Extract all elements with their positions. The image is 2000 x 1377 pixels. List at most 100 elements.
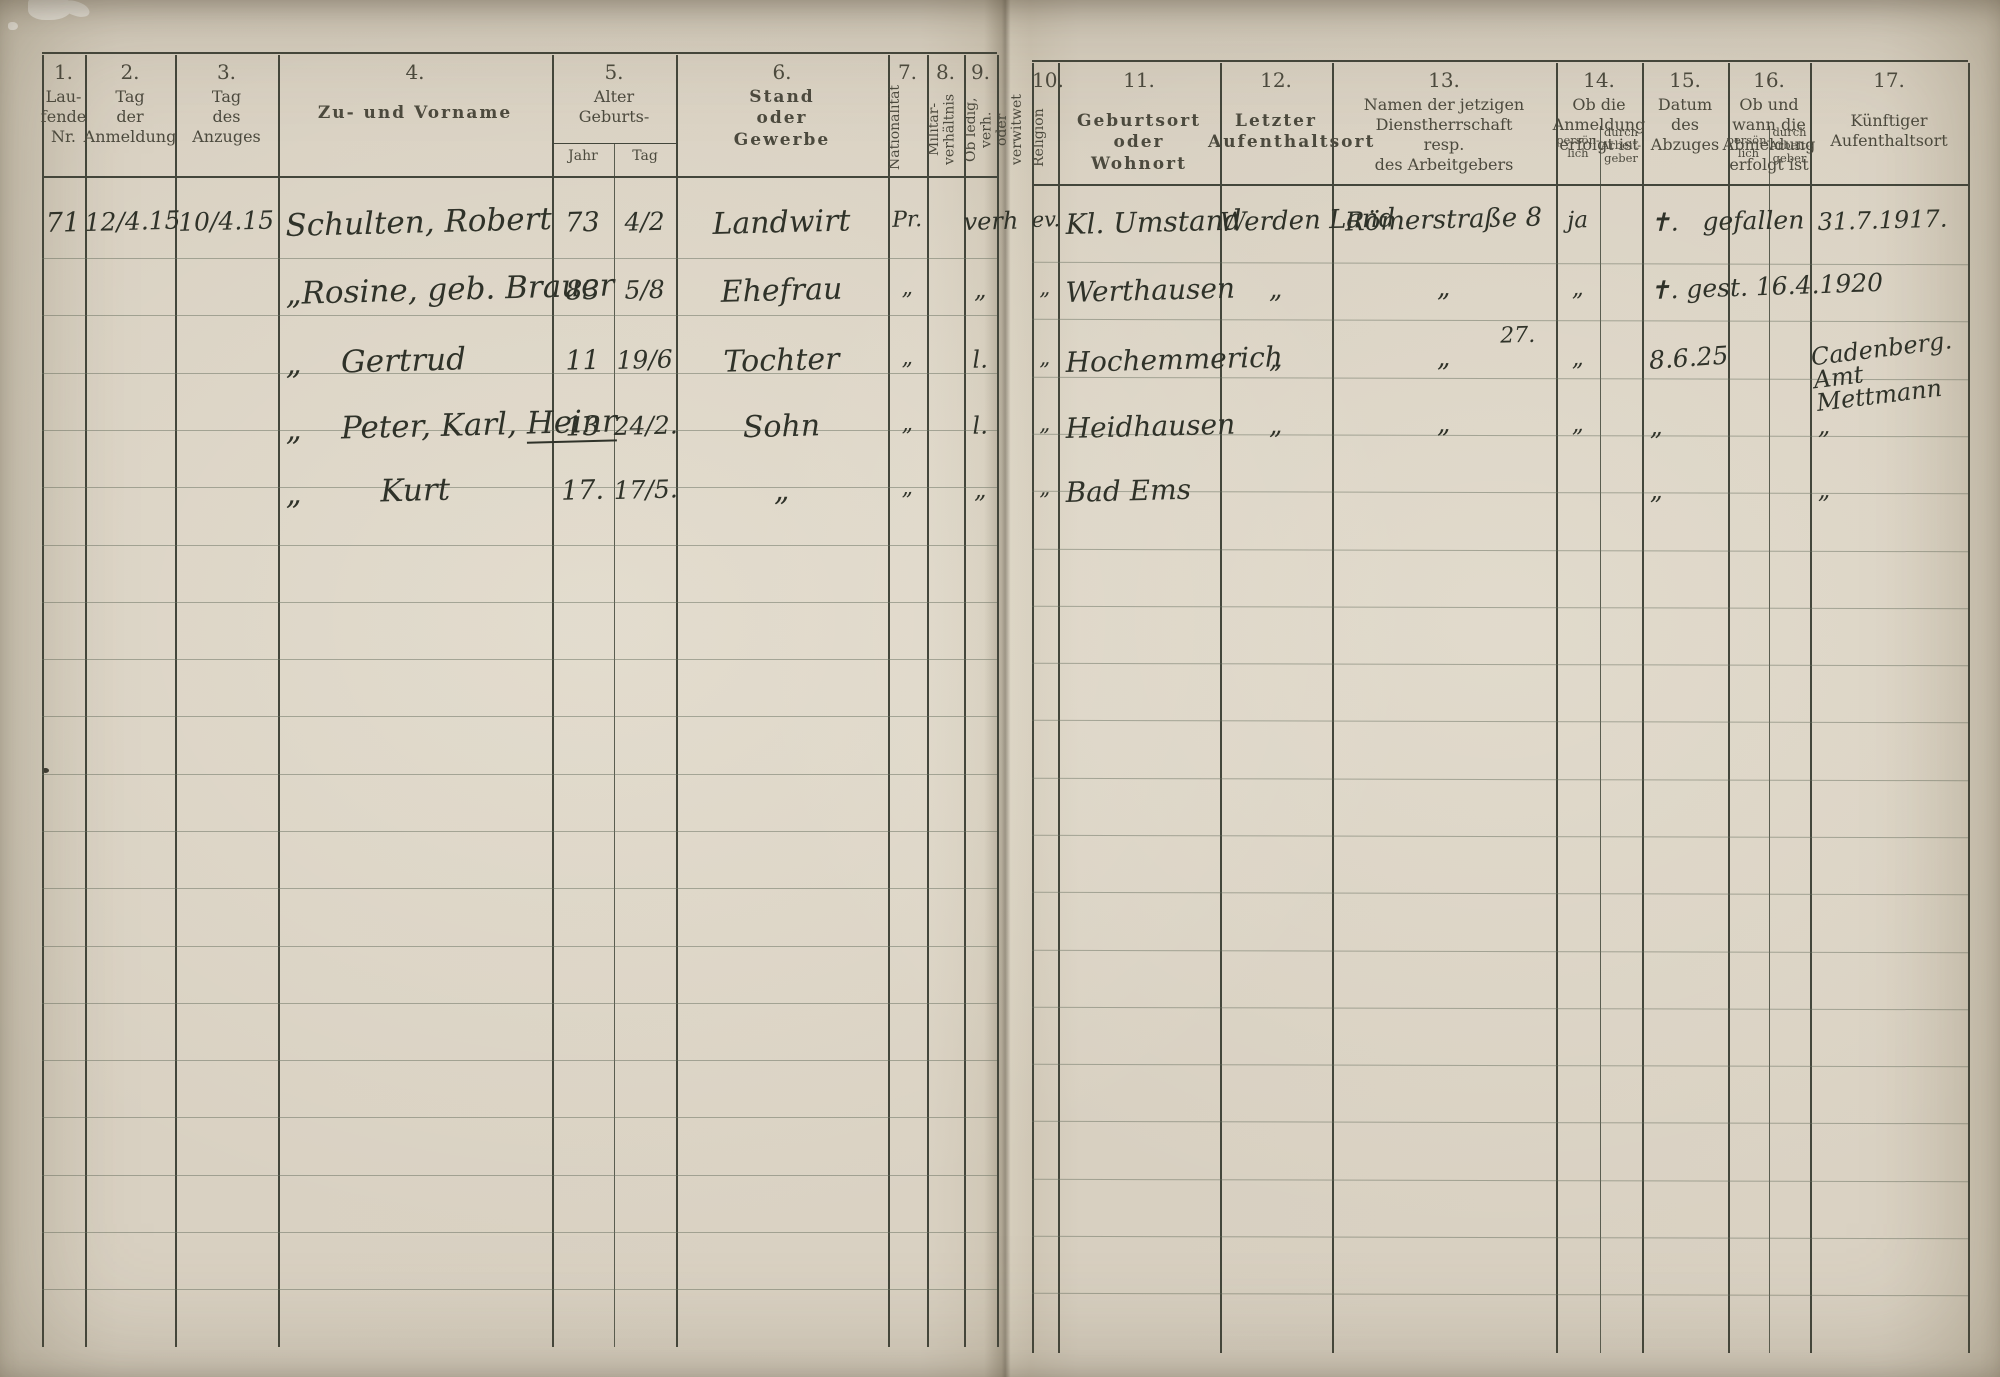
column-line — [927, 55, 929, 1347]
column-label: Stand oder Gewerbe — [733, 87, 831, 150]
entry-cell: 13 — [564, 410, 601, 443]
entry-cell: Werthausen — [1065, 271, 1236, 309]
row-rule — [42, 659, 997, 660]
row-rule — [42, 716, 997, 717]
row-rule — [42, 831, 997, 832]
column-label: Tag des Anzuges — [192, 87, 261, 146]
row-rule — [42, 1175, 997, 1176]
column-number: 9. — [970, 60, 991, 84]
entry-cell: „ Peter, Karl, Heinr — [285, 403, 618, 448]
column-line — [1810, 63, 1812, 1353]
column-line — [85, 55, 87, 1347]
column-line — [676, 55, 678, 1347]
column-number: 16. — [1753, 68, 1785, 92]
entry-cell: 5/8 — [624, 274, 666, 305]
column-line — [1642, 63, 1644, 1353]
entry-cell: ev. — [1031, 207, 1061, 232]
row-rule — [42, 1060, 997, 1061]
column-label: Geburtsort oder Wohnort — [1076, 111, 1202, 174]
entry-cell: „ — [1436, 408, 1451, 440]
entry-cell: „ — [901, 475, 914, 501]
entry-cell: „ — [973, 275, 987, 304]
entry-cell: „ — [1571, 345, 1584, 372]
entry-cell: Kl. Umstand — [1065, 203, 1243, 241]
header-bottom-line — [42, 176, 997, 178]
column-label: Ob ledig, verh. oder verwitwet — [963, 94, 1026, 165]
column-line — [42, 55, 44, 1347]
entry-cell: „ — [1817, 475, 1831, 504]
column-label: Nationalität — [887, 84, 903, 170]
subcolumn-line — [1600, 126, 1601, 1353]
column-number: 10. — [1032, 68, 1064, 92]
entry-cell: Römerstraße 8 — [1344, 202, 1543, 238]
entry-cell: „Rosine, geb. Brauer — [285, 267, 615, 312]
entry-cell: Ehefrau — [720, 271, 843, 310]
entry-cell: „ — [1436, 272, 1451, 304]
entry-cell: 8.6.25 — [1647, 340, 1730, 375]
row-rule — [1032, 777, 1968, 782]
entry-cell: Hochemmerich — [1065, 340, 1284, 379]
subcolumn-label: persön- lich — [1726, 133, 1771, 161]
row-rule — [1032, 1292, 1968, 1297]
entry-cell: „ — [1268, 344, 1283, 375]
entry-cell: „ — [1649, 475, 1663, 505]
ink-speck — [42, 768, 49, 773]
row-rule — [42, 946, 997, 947]
row-rule — [42, 430, 997, 431]
entry-cell: ✝. gest. 16.4.1920 — [1648, 267, 1884, 305]
row-rule — [1032, 261, 1968, 266]
column-label: Ob und wann die Abmeldung erfolgt ist — [1722, 95, 1816, 174]
entry-cell: „ — [1268, 274, 1283, 305]
column-label: Datum des Abzuges — [1650, 95, 1720, 154]
entry-name: „ Peter, Karl, — [285, 405, 528, 448]
column-label: Tag der Anmeldung — [83, 87, 177, 146]
column-label: Ob die Anmeldung erfolgt ist — [1552, 95, 1646, 154]
column-number: 15. — [1669, 68, 1701, 92]
row-rule — [1032, 949, 1968, 954]
entry-cell: „ — [1038, 411, 1051, 436]
row-rule — [1032, 548, 1968, 553]
entry-cell: „ — [1649, 411, 1663, 441]
page-fold — [984, 0, 1030, 1377]
entry-cell: „ — [1038, 475, 1051, 500]
row-rule — [42, 373, 997, 374]
entry-cell: 83 — [564, 274, 601, 307]
column-line — [175, 55, 177, 1347]
entry-cell: Landwirt — [712, 203, 851, 243]
subcolumn-label: Tag — [632, 148, 658, 164]
row-rule — [1032, 719, 1968, 724]
entry-cell: Heidhausen — [1065, 407, 1236, 445]
column-label: Militär- verhältnis — [926, 93, 958, 166]
column-number: 3. — [216, 60, 237, 84]
row-rule — [42, 1117, 997, 1118]
row-rule — [1032, 605, 1968, 610]
entry-cell: „ — [1038, 345, 1051, 370]
column-label: Künftiger Aufenthaltsort — [1830, 111, 1948, 150]
paper-damage — [8, 22, 18, 30]
entry-cell: l. — [972, 411, 989, 440]
entry-cell: 24/2. — [613, 410, 679, 441]
column-line — [1728, 63, 1730, 1353]
entry-cell: 10/4.15 — [177, 205, 275, 237]
column-line — [278, 55, 280, 1347]
column-line — [1556, 63, 1558, 1353]
entry-cell: 19/6 — [616, 344, 674, 375]
column-line — [1032, 63, 1034, 1353]
entry-cell: „ — [773, 473, 790, 509]
column-number: 13. — [1428, 68, 1460, 92]
row-rule — [42, 1232, 997, 1233]
subcolumn-label: durch Arbeit- geber — [1600, 125, 1642, 166]
row-rule — [1032, 662, 1968, 667]
column-number: 11. — [1123, 68, 1155, 92]
row-rule — [1032, 1063, 1968, 1068]
column-label: Namen der jetzigen Dienstherrschaft resp… — [1363, 95, 1525, 174]
header-top-line — [42, 52, 997, 54]
entry-cell: Cadenberg. Amt Mettmann — [1809, 326, 1954, 417]
header-bottom-line — [1032, 184, 1968, 186]
column-label: Zu- und Vorname — [317, 103, 513, 123]
paper-damage — [28, 0, 72, 20]
subcolumn-label: Jahr — [568, 148, 598, 164]
column-number: 8. — [935, 60, 956, 84]
column-number: 12. — [1260, 68, 1292, 92]
